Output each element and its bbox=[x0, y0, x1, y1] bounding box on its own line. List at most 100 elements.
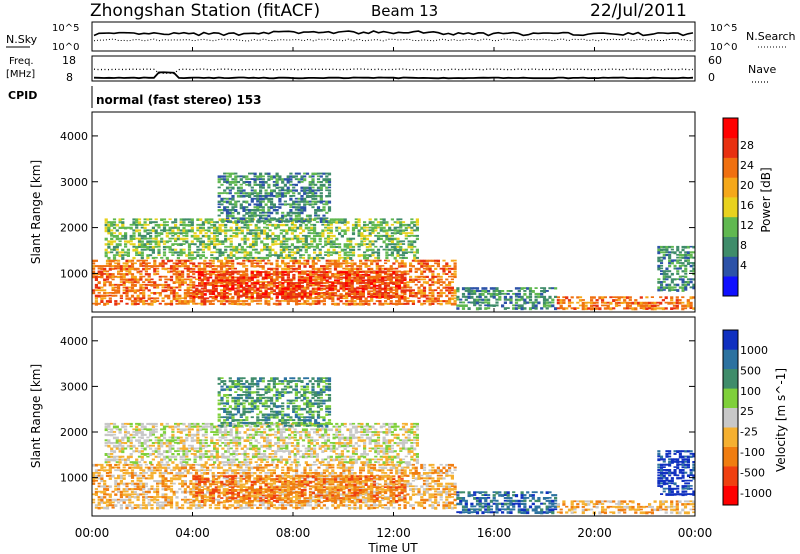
heatmap-cell bbox=[250, 172, 254, 175]
heatmap-cell bbox=[395, 259, 399, 263]
heatmap-cell bbox=[270, 189, 274, 193]
heatmap-cell bbox=[108, 477, 112, 480]
heatmap-cell bbox=[136, 270, 140, 274]
heatmap-cell bbox=[97, 294, 101, 298]
heatmap-cell bbox=[169, 267, 174, 270]
heatmap-cell bbox=[495, 304, 499, 307]
heatmap-cell bbox=[94, 300, 98, 303]
heatmap-cell bbox=[370, 293, 374, 296]
heatmap-cell bbox=[278, 195, 282, 198]
heatmap-cell bbox=[300, 472, 304, 474]
heatmap-cell bbox=[222, 281, 226, 284]
heatmap-cell bbox=[411, 294, 415, 298]
heatmap-cell bbox=[172, 270, 176, 273]
heatmap-cell bbox=[160, 240, 164, 243]
heatmap-cell bbox=[306, 297, 310, 300]
heatmap-cell bbox=[256, 271, 260, 274]
heatmap-cell bbox=[327, 206, 332, 210]
heatmap-cell bbox=[192, 504, 196, 507]
heatmap-cell bbox=[154, 245, 158, 248]
heatmap-cell bbox=[114, 265, 118, 268]
heatmap-cell bbox=[375, 300, 379, 302]
heatmap-cell bbox=[164, 485, 168, 488]
heatmap-cell bbox=[249, 251, 253, 255]
heatmap-cell bbox=[683, 307, 688, 310]
heatmap-cell bbox=[283, 281, 288, 283]
heatmap-cell bbox=[299, 254, 303, 257]
heatmap-cell bbox=[196, 254, 200, 257]
heatmap-cell bbox=[189, 493, 193, 496]
heatmap-cell bbox=[97, 474, 101, 477]
heatmap-cell bbox=[183, 498, 187, 502]
heatmap-cell bbox=[289, 175, 293, 178]
heatmap-cell bbox=[678, 299, 682, 302]
heatmap-cell bbox=[149, 221, 153, 224]
heatmap-cell bbox=[389, 279, 393, 283]
heatmap-cell bbox=[389, 300, 393, 303]
heatmap-cell bbox=[326, 237, 331, 241]
heatmap-cell bbox=[650, 296, 654, 298]
heatmap-cell bbox=[107, 240, 111, 243]
heatmap-cell bbox=[467, 287, 471, 291]
heatmap-cell bbox=[156, 498, 160, 501]
heatmap-cell bbox=[137, 245, 142, 248]
heatmap-cell bbox=[223, 209, 227, 212]
heatmap-cell bbox=[247, 501, 251, 505]
heatmap-cell bbox=[239, 506, 243, 510]
heatmap-cell bbox=[434, 267, 438, 270]
heatmap-cell bbox=[189, 283, 193, 287]
heatmap-cell bbox=[295, 267, 299, 270]
heatmap-cell bbox=[350, 273, 354, 276]
heatmap-cell bbox=[353, 290, 357, 293]
heatmap-cell bbox=[684, 272, 688, 275]
heatmap-cell bbox=[251, 245, 256, 248]
colorbar-frame bbox=[722, 117, 739, 297]
heatmap-cell bbox=[534, 298, 538, 302]
heatmap-cell bbox=[436, 297, 440, 300]
heatmap-cell bbox=[161, 504, 165, 507]
heatmap-cell bbox=[242, 181, 246, 184]
heatmap-cell bbox=[289, 287, 293, 290]
heatmap-cell bbox=[670, 296, 674, 300]
heatmap-cell bbox=[401, 243, 406, 245]
heatmap-cell bbox=[245, 295, 249, 299]
heatmap-cell bbox=[250, 504, 254, 507]
heatmap-cell bbox=[339, 300, 343, 303]
heatmap-cell bbox=[368, 221, 372, 225]
heatmap-cell bbox=[270, 279, 274, 282]
heatmap-cell bbox=[473, 287, 477, 290]
heatmap-cell bbox=[183, 294, 187, 298]
heatmap-cell bbox=[320, 273, 324, 276]
heatmap-cell bbox=[261, 496, 265, 498]
heatmap-cell bbox=[684, 264, 688, 267]
heatmap-cell bbox=[315, 245, 319, 249]
heatmap-cell bbox=[686, 278, 690, 281]
heatmap-cell bbox=[517, 295, 521, 298]
heatmap-cell bbox=[534, 292, 538, 296]
heatmap-cell bbox=[410, 232, 414, 235]
heatmap-cell bbox=[313, 232, 317, 235]
heatmap-cell bbox=[358, 290, 363, 293]
heatmap-cell bbox=[186, 294, 190, 298]
heatmap-cell bbox=[136, 477, 140, 480]
heatmap-cell bbox=[239, 178, 243, 181]
heatmap-cell bbox=[167, 302, 171, 305]
heatmap-cell bbox=[364, 302, 368, 305]
heatmap-cell bbox=[282, 237, 286, 240]
heatmap-cell bbox=[375, 281, 379, 284]
heatmap-cell bbox=[259, 209, 263, 211]
heatmap-cell bbox=[228, 189, 232, 192]
heatmap-cell bbox=[303, 466, 307, 470]
heatmap-cell bbox=[400, 302, 404, 305]
heatmap-cell bbox=[659, 307, 663, 310]
heatmap-cell bbox=[232, 221, 236, 224]
heatmap-cell bbox=[158, 294, 162, 297]
heatmap-cell bbox=[223, 220, 227, 222]
heatmap-cell bbox=[143, 243, 147, 247]
heatmap-cell bbox=[664, 307, 668, 310]
heatmap-cell bbox=[297, 220, 301, 223]
heatmap-cell bbox=[234, 183, 238, 186]
heatmap-cell bbox=[410, 218, 414, 221]
heatmap-cell bbox=[108, 292, 112, 294]
heatmap-cell bbox=[161, 262, 165, 265]
